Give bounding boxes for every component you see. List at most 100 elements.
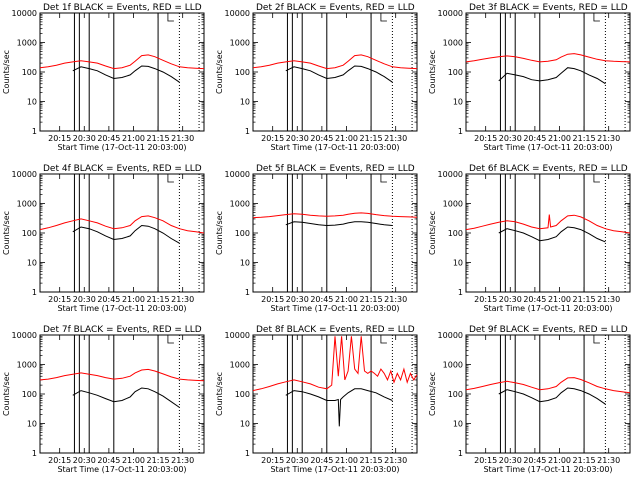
y-tick-label: 1000 (17, 361, 37, 370)
panel-1: Det 1f BLACK = Events, RED = LLD 1 10 100 10… (2, 3, 205, 152)
y-tick-label: 1 (245, 127, 250, 136)
events-series-line (498, 67, 606, 85)
y-axis-label: Counts/sec (215, 50, 224, 94)
events-series-line (72, 387, 180, 408)
x-tick-label: 21:15 (573, 456, 596, 465)
plot-frame (39, 12, 205, 132)
x-tick-label: 20:30 (286, 295, 309, 304)
plot-frame (39, 334, 205, 454)
y-tick-label: 1 (32, 127, 37, 136)
plot-frame (39, 173, 205, 293)
panel-title: Det 1f BLACK = Events, RED = LLD (43, 3, 202, 13)
x-tick-label: 21:00 (335, 295, 358, 304)
x-tick-label: 20:45 (523, 134, 546, 143)
x-tick-label: 20:45 (523, 456, 546, 465)
panel-title: Det 9f BLACK = Events, RED = LLD (469, 325, 628, 335)
x-tick-label: 20:45 (310, 456, 333, 465)
x-tick-label: 20:30 (286, 134, 309, 143)
x-tick-label: 21:30 (384, 456, 407, 465)
x-tick-label: 21:15 (360, 134, 383, 143)
x-tick-label: 21:15 (147, 456, 170, 465)
panel-5: Det 5f BLACK = Events, RED = LLD 1 10 100 10… (215, 164, 418, 313)
y-tick-label: 1 (458, 449, 463, 458)
panel-6: Det 6f BLACK = Events, RED = LLD 1 10 100 10… (428, 164, 631, 313)
y-tick-label: 100 (235, 229, 250, 238)
panel-title: Det 3f BLACK = Events, RED = LLD (469, 3, 628, 13)
y-tick-label: 10000 (225, 331, 250, 340)
x-tick-label: 21:30 (597, 456, 620, 465)
x-axis-label: Start Time (17-Oct-11 20:03:00) (483, 465, 612, 474)
plot-frame (465, 334, 631, 454)
y-tick-label: 10000 (12, 170, 37, 179)
x-axis-label: Start Time (17-Oct-11 20:03:00) (270, 304, 399, 313)
y-tick-label: 10000 (438, 170, 463, 179)
y-tick-label: 1000 (443, 361, 463, 370)
y-tick-label: 10 (240, 259, 250, 268)
y-tick-label: 1 (245, 449, 250, 458)
lld-series-line (39, 54, 205, 70)
x-tick-label: 21:15 (573, 295, 596, 304)
x-tick-label: 21:00 (548, 134, 571, 143)
x-tick-label: 21:00 (122, 456, 145, 465)
y-axis-label: Counts/sec (428, 211, 437, 255)
y-tick-label: 1000 (443, 200, 463, 209)
flag-marker (380, 335, 387, 344)
flag-marker (593, 174, 600, 183)
flag-marker (593, 13, 600, 22)
flag-marker (167, 13, 174, 22)
events-series-line (72, 224, 180, 244)
y-tick-label: 10 (240, 420, 250, 429)
x-tick-label: 20:45 (310, 134, 333, 143)
lld-series-line (39, 215, 205, 234)
x-tick-label: 21:30 (384, 134, 407, 143)
x-tick-label: 20:45 (97, 295, 120, 304)
x-tick-label: 21:30 (171, 295, 194, 304)
x-tick-label: 20:30 (73, 456, 96, 465)
y-tick-label: 100 (448, 229, 463, 238)
x-tick-label: 20:30 (73, 134, 96, 143)
panel-title: Det 6f BLACK = Events, RED = LLD (469, 164, 628, 174)
x-tick-label: 20:15 (474, 134, 497, 143)
plot-frame (252, 173, 418, 293)
x-tick-label: 20:15 (474, 295, 497, 304)
y-tick-label: 100 (235, 68, 250, 77)
y-tick-label: 100 (22, 229, 37, 238)
x-tick-label: 21:15 (360, 456, 383, 465)
y-tick-label: 1 (245, 288, 250, 297)
panel-8: Det 8f BLACK = Events, RED = LLD 1 10 100 10… (215, 325, 418, 474)
x-tick-label: 20:15 (261, 295, 284, 304)
x-tick-label: 21:30 (597, 295, 620, 304)
y-tick-label: 1000 (443, 39, 463, 48)
y-axis-label: Counts/sec (2, 372, 11, 416)
events-series-line (72, 65, 180, 83)
x-tick-label: 21:15 (147, 295, 170, 304)
x-tick-label: 21:00 (335, 134, 358, 143)
y-tick-label: 10 (27, 259, 37, 268)
y-tick-label: 10 (453, 420, 463, 429)
x-tick-label: 21:15 (573, 134, 596, 143)
y-axis-label: Counts/sec (215, 211, 224, 255)
y-tick-label: 100 (235, 390, 250, 399)
flag-marker (167, 174, 174, 183)
panel-title: Det 8f BLACK = Events, RED = LLD (256, 325, 415, 335)
panel-title: Det 4f BLACK = Events, RED = LLD (43, 164, 202, 174)
events-series-line (285, 221, 393, 227)
flag-marker (380, 174, 387, 183)
panel-4: Det 4f BLACK = Events, RED = LLD 1 10 100 10… (2, 164, 205, 313)
panel-7: Det 7f BLACK = Events, RED = LLD 1 10 100 10… (2, 325, 205, 474)
y-tick-label: 1 (458, 127, 463, 136)
x-tick-label: 20:45 (97, 456, 120, 465)
y-tick-label: 10000 (438, 331, 463, 340)
y-tick-label: 10 (453, 98, 463, 107)
x-tick-label: 20:30 (499, 134, 522, 143)
y-axis-label: Counts/sec (428, 372, 437, 416)
x-axis-label: Start Time (17-Oct-11 20:03:00) (57, 143, 186, 152)
x-tick-label: 21:15 (360, 295, 383, 304)
x-tick-label: 21:00 (548, 295, 571, 304)
panel-3: Det 3f BLACK = Events, RED = LLD 1 10 100 10… (428, 3, 631, 152)
y-tick-label: 10 (27, 420, 37, 429)
x-tick-label: 20:15 (48, 456, 71, 465)
x-tick-label: 20:15 (474, 456, 497, 465)
y-tick-label: 10000 (12, 9, 37, 18)
